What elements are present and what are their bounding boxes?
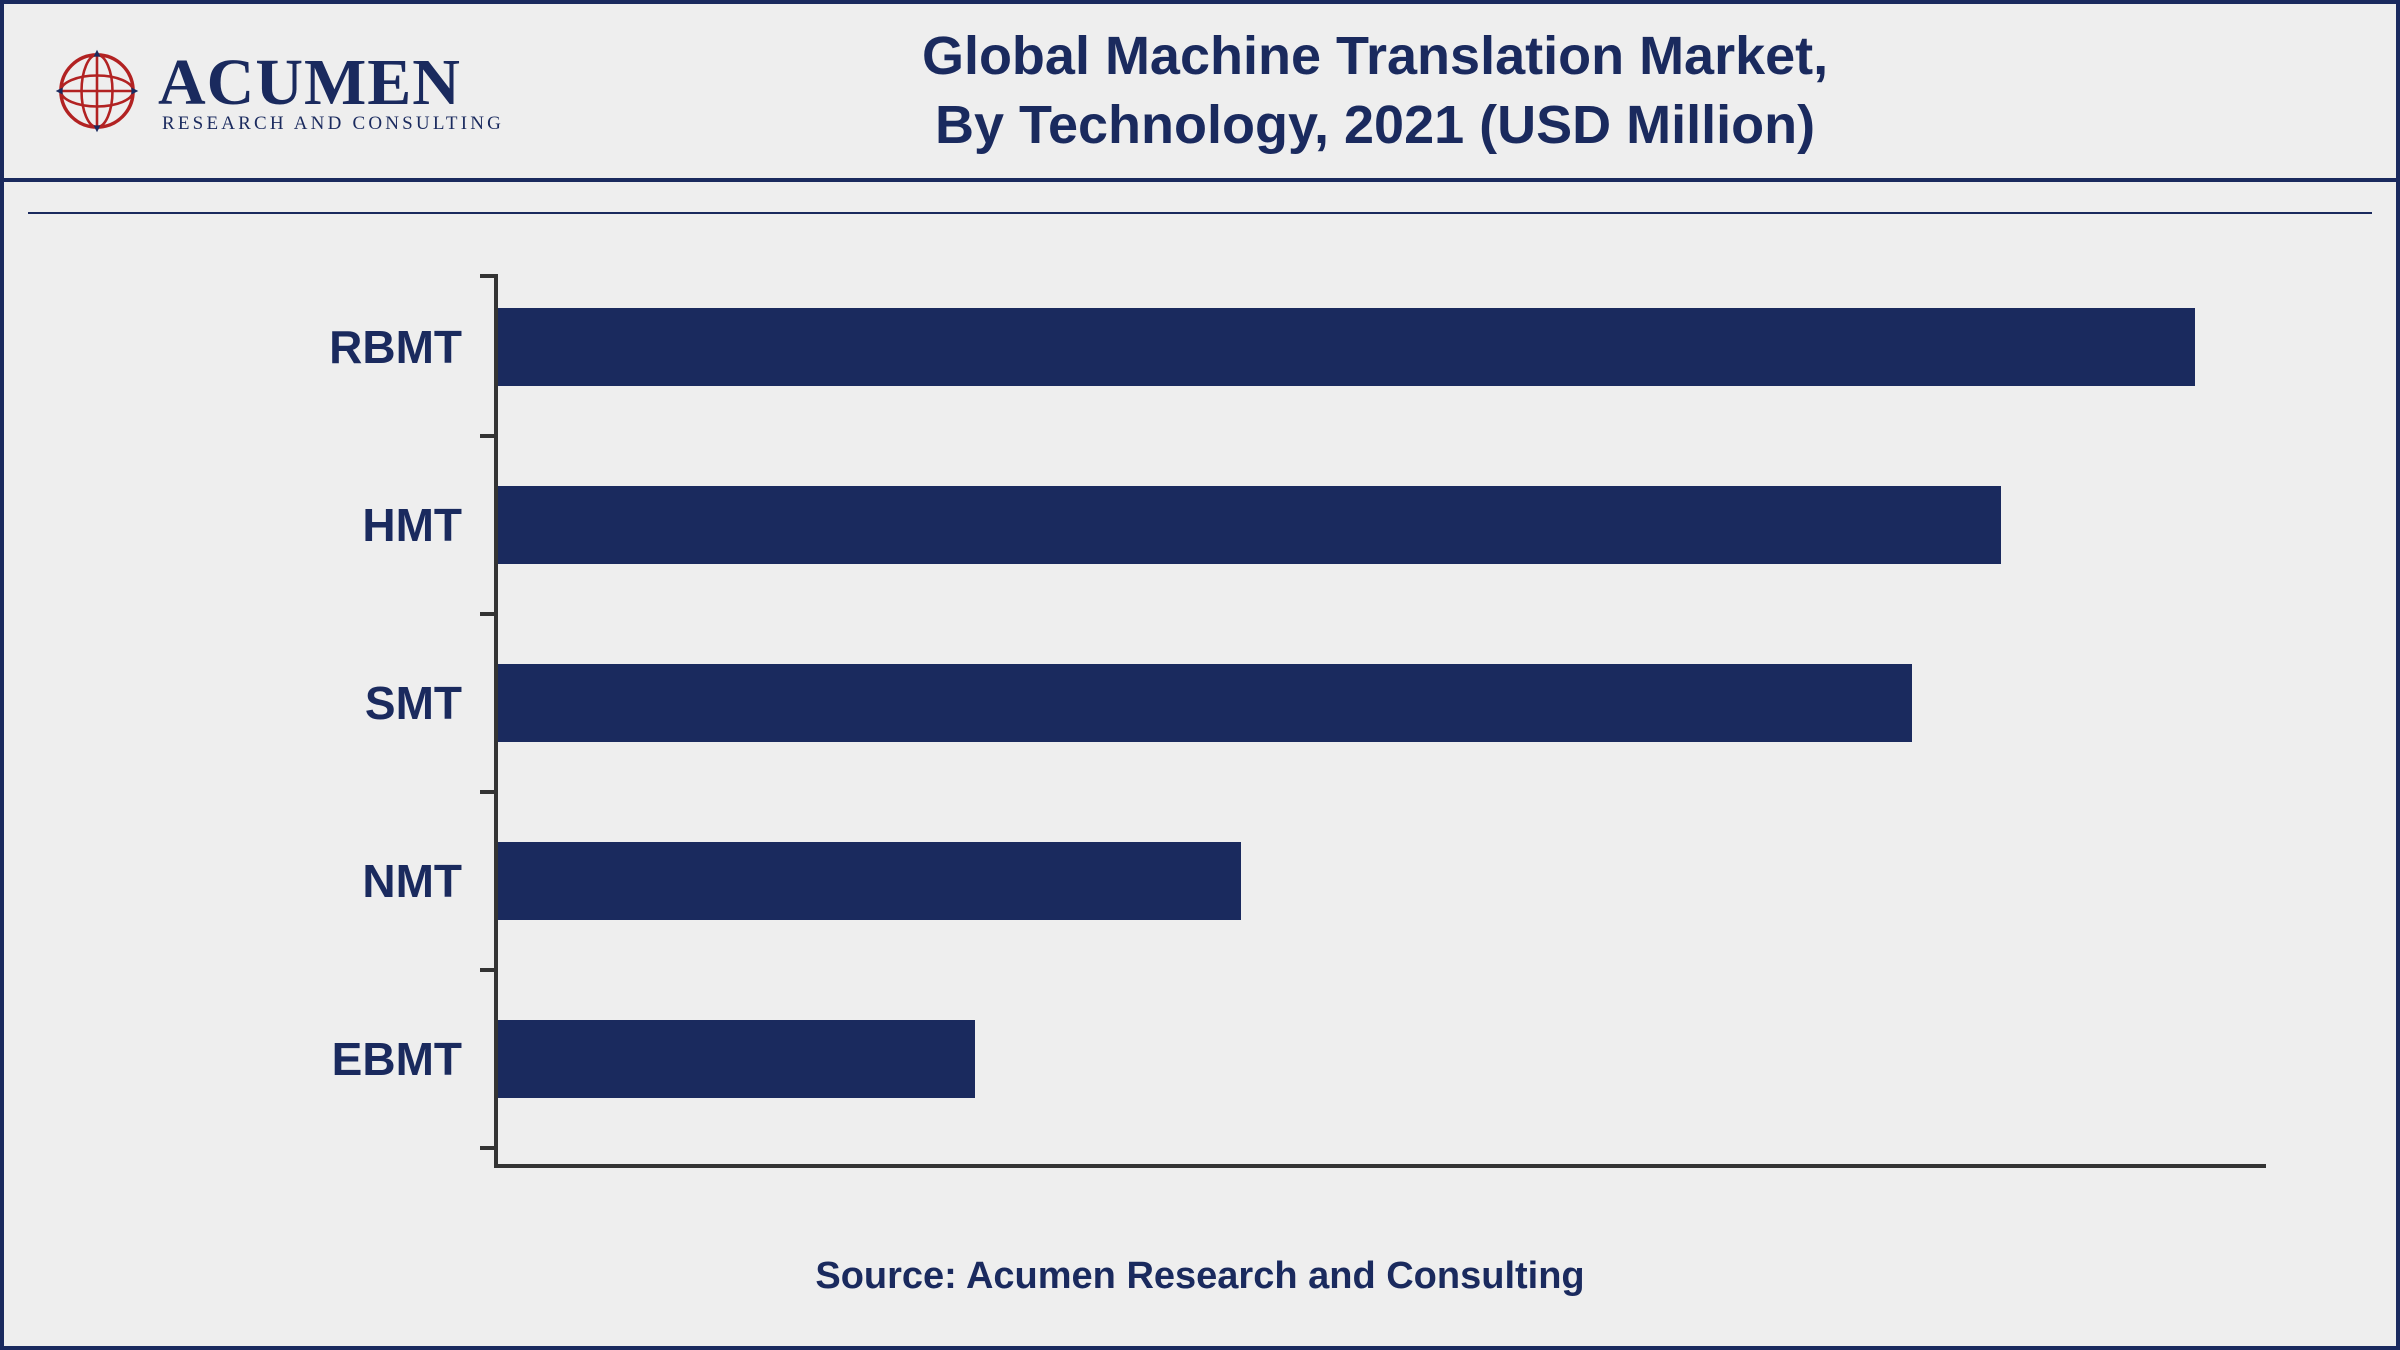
category-label: NMT: [314, 854, 474, 908]
bar-track: [498, 664, 2266, 742]
bar: [498, 486, 2001, 564]
axis-tick: [480, 968, 498, 972]
header-band: ACUMEN RESEARCH AND CONSULTING Global Ma…: [4, 4, 2396, 182]
bar: [498, 664, 1912, 742]
chart-area: RBMT HMT SMT NMT EBMT Source: Acumen Researc…: [4, 182, 2396, 1346]
category-label: EBMT: [314, 1032, 474, 1086]
bar-row: SMT: [314, 648, 2266, 758]
brand-logo: ACUMEN RESEARCH AND CONSULTING: [34, 48, 504, 134]
axis-tick: [480, 1146, 498, 1150]
inner-rule: [28, 212, 2372, 214]
bar: [498, 308, 2195, 386]
logo-name: ACUMEN: [158, 50, 504, 116]
bar-row: EBMT: [314, 1004, 2266, 1114]
bar-track: [498, 1020, 2266, 1098]
category-label: SMT: [314, 676, 474, 730]
axis-tick: [480, 612, 498, 616]
bar-row: NMT: [314, 826, 2266, 936]
bar-chart: RBMT HMT SMT NMT EBMT: [314, 274, 2266, 1168]
globe-icon: [54, 48, 140, 134]
axis-tick: [480, 274, 498, 278]
source-attribution: Source: Acumen Research and Consulting: [4, 1255, 2396, 1298]
report-frame: ACUMEN RESEARCH AND CONSULTING Global Ma…: [0, 0, 2400, 1350]
title-line-1: Global Machine Translation Market,: [544, 22, 2206, 91]
axis-tick: [480, 434, 498, 438]
bar-row: RBMT: [314, 292, 2266, 402]
bar-row: HMT: [314, 470, 2266, 580]
bar: [498, 1020, 975, 1098]
bar-track: [498, 308, 2266, 386]
x-axis: [494, 1164, 2266, 1168]
category-label: RBMT: [314, 320, 474, 374]
bar-track: [498, 842, 2266, 920]
logo-tagline: RESEARCH AND CONSULTING: [158, 114, 504, 133]
title-line-2: By Technology, 2021 (USD Million): [544, 91, 2206, 160]
title-block: Global Machine Translation Market, By Te…: [544, 22, 2366, 160]
bar: [498, 842, 1241, 920]
category-label: HMT: [314, 498, 474, 552]
bar-track: [498, 486, 2266, 564]
axis-tick: [480, 790, 498, 794]
logo-text: ACUMEN RESEARCH AND CONSULTING: [158, 50, 504, 133]
